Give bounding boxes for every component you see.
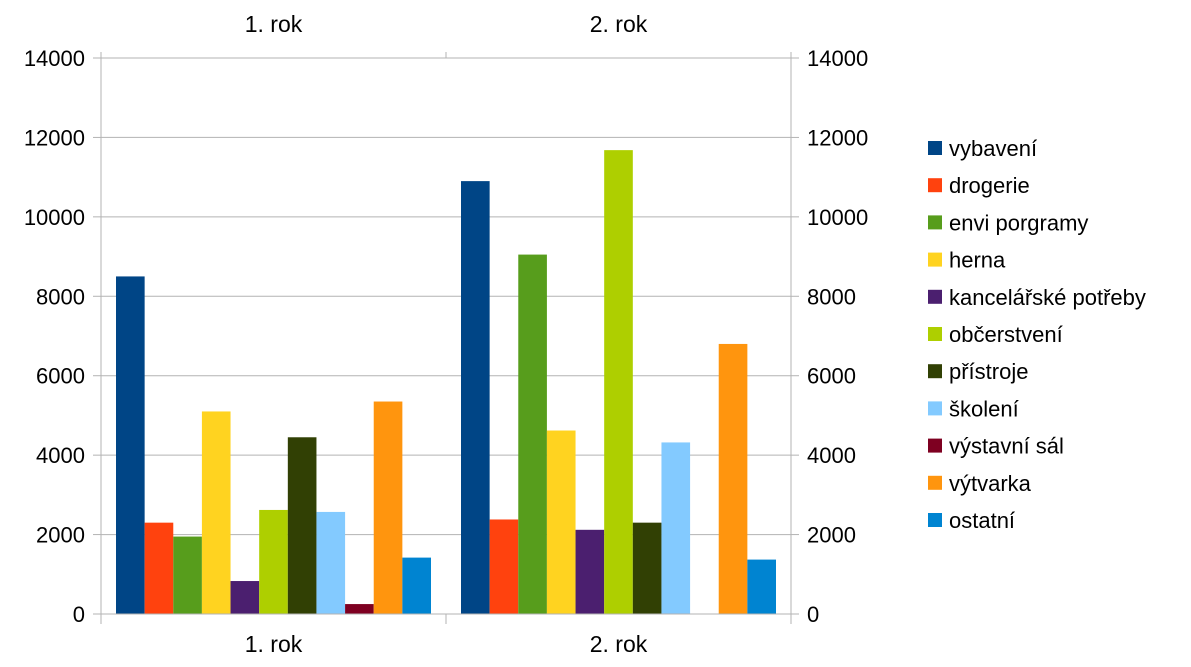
legend-label: ostatní (949, 508, 1015, 533)
legend-swatch (928, 513, 942, 527)
bar (604, 150, 633, 614)
y-tick-label: 4000 (36, 443, 85, 468)
legend-label: vybavení (949, 136, 1037, 161)
bar (259, 509, 288, 614)
legend-swatch (928, 215, 942, 230)
y-tick-label: 2000 (36, 523, 85, 548)
legend-swatch (928, 327, 942, 341)
bar (402, 557, 431, 614)
bar (230, 581, 260, 614)
bar (489, 519, 519, 614)
y-tick-label-right: 10000 (807, 205, 868, 230)
bar (661, 442, 691, 614)
y-tick-label-right: 8000 (807, 284, 856, 309)
axes (93, 52, 799, 624)
bar (144, 522, 174, 614)
bar (287, 437, 317, 614)
y-tick-label: 12000 (24, 125, 85, 150)
y-tick-label: 14000 (24, 46, 85, 71)
bar (575, 529, 605, 614)
bar (718, 343, 748, 614)
bar (632, 522, 662, 614)
y-tick-label-right: 4000 (807, 443, 856, 468)
legend-label: herna (949, 248, 1006, 273)
legend-label: občerstvení (949, 322, 1063, 347)
y-tick-label-right: 0 (807, 602, 819, 627)
legend-label: přístroje (949, 359, 1028, 384)
y-tick-label-right: 2000 (807, 523, 856, 548)
bar (201, 411, 231, 614)
bar (747, 559, 776, 614)
y-tick-label: 8000 (36, 284, 85, 309)
top-category-labels: 1. rok 2. rok (245, 11, 648, 37)
legend-swatch (928, 438, 942, 453)
bar (461, 181, 490, 614)
right-y-tick-labels: 0 2000 4000 6000 8000 10000 12000 14000 (807, 46, 868, 627)
bottom-category-labels: 1. rok 2. rok (245, 631, 648, 657)
legend-swatch (928, 475, 942, 490)
legend-swatch (928, 364, 942, 379)
y-tick-label: 10000 (24, 205, 85, 230)
y-tick-label-right: 12000 (807, 125, 868, 150)
bar (345, 604, 374, 614)
x-category-label: 2. rok (590, 631, 648, 657)
legend-label: výstavní sál (949, 434, 1064, 459)
y-tick-label: 6000 (36, 364, 85, 389)
legend-label: kancelářské potřeby (949, 285, 1146, 310)
left-y-tick-labels: 0 2000 4000 6000 8000 10000 12000 14000 (24, 46, 85, 627)
legend-swatch (928, 252, 942, 267)
legend-label: envi porgramy (949, 210, 1088, 235)
legend: vybavení drogerie envi porgramy herna kancel… (928, 136, 1146, 533)
bar (373, 401, 403, 614)
bar (518, 254, 547, 615)
legend-swatch (928, 178, 942, 193)
bar (173, 536, 202, 614)
legend-swatch (928, 289, 942, 304)
bar (316, 511, 346, 614)
bar (546, 430, 576, 614)
y-tick-label-right: 14000 (807, 46, 868, 71)
bars (116, 150, 776, 615)
x-category-label-top: 1. rok (245, 11, 303, 37)
x-category-label-top: 2. rok (590, 11, 648, 37)
legend-swatch (928, 141, 942, 155)
y-tick-label: 0 (73, 602, 85, 627)
legend-label: drogerie (949, 173, 1030, 198)
y-tick-label-right: 6000 (807, 364, 856, 389)
legend-swatch (928, 401, 942, 416)
bar (116, 276, 145, 614)
legend-label: výtvarka (949, 471, 1032, 496)
legend-label: školení (949, 396, 1019, 421)
x-category-label: 1. rok (245, 631, 303, 657)
